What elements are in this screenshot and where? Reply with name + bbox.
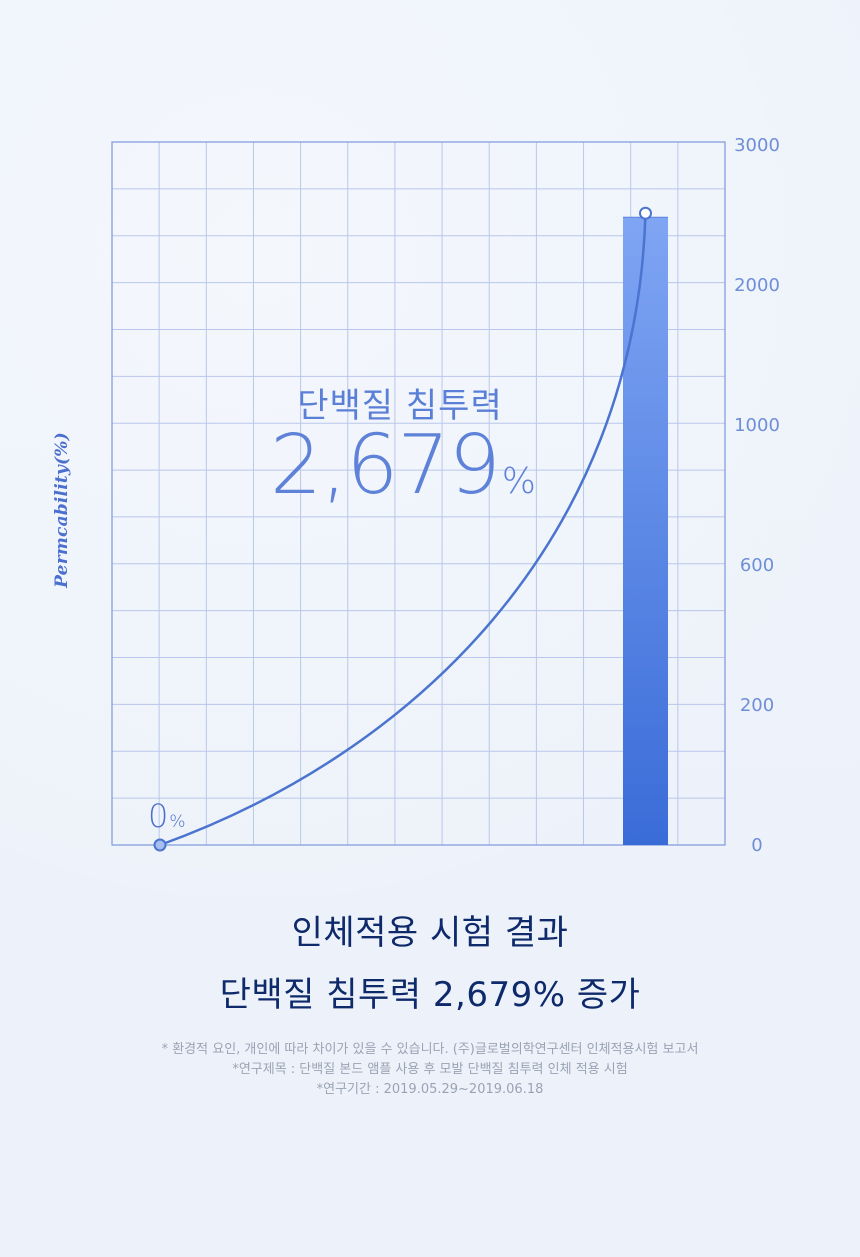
headline-line-2: 단백질 침투력 2,679% 증가	[219, 975, 641, 1015]
highlight-unit: %	[501, 461, 536, 502]
y-tick-label: 0	[751, 835, 762, 856]
footnote: *연구제목 : 단백질 본드 앰플 사용 후 모발 단백질 침투력 인체 적용 …	[232, 1062, 628, 1077]
plot-frame	[111, 141, 726, 846]
highlight-number: 2,679	[270, 418, 501, 513]
y-tick-label: 200	[740, 695, 774, 716]
bar	[623, 217, 668, 845]
y-tick-label: 1000	[734, 415, 780, 436]
growth-curve	[159, 213, 647, 847]
start-point-marker	[153, 838, 167, 852]
y-tick-label: 2000	[734, 275, 780, 296]
start-value-label: 0%	[148, 800, 186, 832]
start-value-number: 0	[148, 797, 169, 835]
footnote: *연구기간 : 2019.05.29~2019.06.18	[316, 1082, 544, 1097]
y-axis-label: Permcability(%)	[52, 432, 72, 588]
y-tick-label: 600	[740, 555, 774, 576]
y-tick-label: 3000	[734, 135, 780, 156]
end-point-marker	[639, 206, 652, 220]
start-value-unit: %	[169, 812, 186, 832]
highlight-value: 2,679%	[270, 425, 570, 507]
footnote: * 환경적 요인, 개인에 따라 차이가 있을 수 있습니다. (주)글로벌의학…	[161, 1042, 699, 1057]
chart-title: 단백질 침투력	[297, 386, 503, 426]
headline-line-1: 인체적용 시험 결과	[291, 913, 569, 953]
